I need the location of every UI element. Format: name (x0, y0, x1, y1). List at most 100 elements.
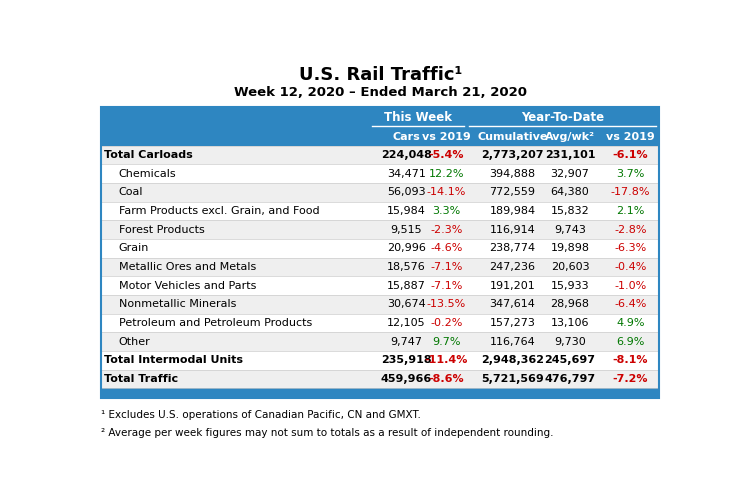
Text: Coal: Coal (119, 187, 143, 197)
Text: 3.7%: 3.7% (617, 169, 645, 179)
Text: Other: Other (119, 337, 151, 347)
Bar (102, 277, 659, 295)
Text: -6.3%: -6.3% (614, 244, 646, 253)
Text: -6.4%: -6.4% (614, 300, 646, 309)
Bar (102, 107, 659, 146)
Text: 189,984: 189,984 (490, 206, 536, 216)
Text: 13,106: 13,106 (551, 318, 589, 328)
Text: Avg/wk²: Avg/wk² (545, 132, 595, 142)
Text: 394,888: 394,888 (490, 169, 536, 179)
Text: Total Intermodal Units: Total Intermodal Units (104, 356, 243, 365)
Text: Week 12, 2020 – Ended March 21, 2020: Week 12, 2020 – Ended March 21, 2020 (234, 86, 527, 99)
Text: -6.1%: -6.1% (613, 150, 649, 160)
Text: 32,907: 32,907 (551, 169, 589, 179)
Text: 5,721,569: 5,721,569 (481, 374, 544, 384)
Bar (102, 221, 659, 239)
Text: -1.0%: -1.0% (614, 281, 646, 291)
Text: -0.2%: -0.2% (430, 318, 462, 328)
Text: 238,774: 238,774 (490, 244, 536, 253)
Text: -7.1%: -7.1% (430, 262, 462, 272)
Text: -4.6%: -4.6% (430, 244, 462, 253)
Text: 772,559: 772,559 (490, 187, 536, 197)
Text: Chemicals: Chemicals (119, 169, 177, 179)
Text: Year-To-Date: Year-To-Date (522, 111, 605, 124)
Text: 247,236: 247,236 (490, 262, 536, 272)
Text: 6.9%: 6.9% (617, 337, 645, 347)
Text: ¹ Excludes U.S. operations of Canadian Pacific, CN and GMXT.: ¹ Excludes U.S. operations of Canadian P… (102, 410, 421, 420)
Text: 245,697: 245,697 (545, 356, 596, 365)
Bar (102, 165, 659, 183)
Text: vs 2019: vs 2019 (422, 132, 470, 142)
Text: Motor Vehicles and Parts: Motor Vehicles and Parts (119, 281, 256, 291)
Text: 9,515: 9,515 (390, 225, 422, 235)
Text: 347,614: 347,614 (490, 300, 536, 309)
Text: 34,471: 34,471 (387, 169, 426, 179)
Text: 2,773,207: 2,773,207 (482, 150, 544, 160)
Bar (102, 107, 659, 398)
Text: 476,797: 476,797 (545, 374, 596, 384)
Text: 231,101: 231,101 (545, 150, 595, 160)
Text: 12.2%: 12.2% (429, 169, 464, 179)
Text: This Week: This Week (384, 111, 452, 124)
Text: -8.6%: -8.6% (429, 374, 464, 384)
Text: 15,933: 15,933 (551, 281, 589, 291)
Text: 19,898: 19,898 (551, 244, 590, 253)
Text: 4.9%: 4.9% (616, 318, 645, 328)
Bar (102, 295, 659, 314)
Text: -8.1%: -8.1% (613, 356, 649, 365)
Text: -17.8%: -17.8% (611, 187, 650, 197)
Bar (102, 333, 659, 351)
Bar (102, 146, 659, 165)
Text: 15,887: 15,887 (387, 281, 426, 291)
Text: -7.1%: -7.1% (430, 281, 462, 291)
Text: 459,966: 459,966 (381, 374, 432, 384)
Text: 15,832: 15,832 (551, 206, 589, 216)
Bar (102, 239, 659, 258)
Text: 191,201: 191,201 (490, 281, 536, 291)
Text: 18,576: 18,576 (387, 262, 425, 272)
Text: 12,105: 12,105 (387, 318, 425, 328)
Text: 30,674: 30,674 (387, 300, 425, 309)
Text: Cars: Cars (393, 132, 420, 142)
Text: 64,380: 64,380 (551, 187, 589, 197)
Text: 9.7%: 9.7% (432, 337, 461, 347)
Bar (102, 258, 659, 277)
Bar (102, 370, 659, 389)
Text: ² Average per week figures may not sum to totals as a result of independent roun: ² Average per week figures may not sum t… (102, 428, 554, 438)
Text: -14.1%: -14.1% (427, 187, 466, 197)
Text: vs 2019: vs 2019 (606, 132, 654, 142)
Bar (102, 351, 659, 370)
Text: -5.4%: -5.4% (429, 150, 464, 160)
Text: 116,914: 116,914 (490, 225, 536, 235)
Text: 3.3%: 3.3% (433, 206, 461, 216)
Text: -2.8%: -2.8% (614, 225, 647, 235)
Text: 15,984: 15,984 (387, 206, 426, 216)
Text: Total Traffic: Total Traffic (104, 374, 178, 384)
Text: Petroleum and Petroleum Products: Petroleum and Petroleum Products (119, 318, 312, 328)
Text: 20,603: 20,603 (551, 262, 589, 272)
Text: 157,273: 157,273 (490, 318, 536, 328)
Text: 116,764: 116,764 (490, 337, 536, 347)
Text: 28,968: 28,968 (551, 300, 590, 309)
Text: -13.5%: -13.5% (427, 300, 466, 309)
Text: -0.4%: -0.4% (614, 262, 646, 272)
Text: 56,093: 56,093 (387, 187, 425, 197)
Text: -7.2%: -7.2% (613, 374, 649, 384)
Text: 2.1%: 2.1% (617, 206, 645, 216)
Bar (102, 202, 659, 221)
Text: 235,918: 235,918 (381, 356, 431, 365)
Text: 224,048: 224,048 (381, 150, 432, 160)
Text: -11.4%: -11.4% (424, 356, 468, 365)
Text: Farm Products excl. Grain, and Food: Farm Products excl. Grain, and Food (119, 206, 319, 216)
Text: 2,948,362: 2,948,362 (481, 356, 544, 365)
Bar (102, 389, 659, 398)
Text: Cumulative: Cumulative (477, 132, 548, 142)
Text: 20,996: 20,996 (387, 244, 426, 253)
Text: 9,743: 9,743 (554, 225, 586, 235)
Text: Nonmetallic Minerals: Nonmetallic Minerals (119, 300, 236, 309)
Bar (102, 183, 659, 202)
Text: Forest Products: Forest Products (119, 225, 204, 235)
Text: Grain: Grain (119, 244, 149, 253)
Text: Metallic Ores and Metals: Metallic Ores and Metals (119, 262, 256, 272)
Text: Total Carloads: Total Carloads (104, 150, 193, 160)
